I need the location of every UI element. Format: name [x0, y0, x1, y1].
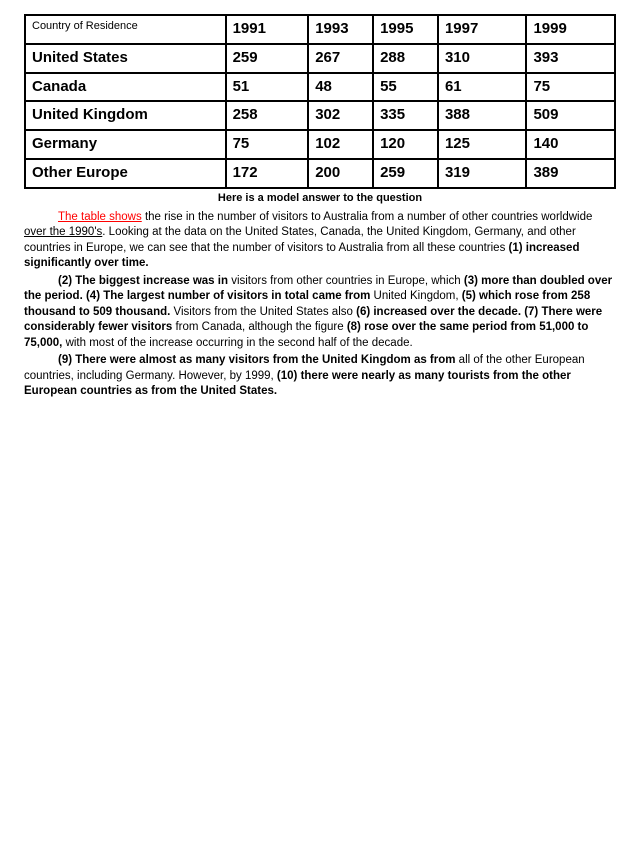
- cell: 75: [526, 73, 615, 102]
- table-row: United States 259 267 288 310 393: [25, 44, 615, 73]
- phrase: United Kingdom,: [370, 290, 461, 302]
- cell: 267: [308, 44, 373, 73]
- phrase: from Canada, although the figure: [172, 321, 347, 333]
- phrase: visitors from other countries in Europe,…: [228, 275, 464, 287]
- cell: 172: [226, 159, 309, 188]
- row-country: Germany: [25, 130, 226, 159]
- header-year: 1991: [226, 15, 309, 44]
- paragraph-2: (2) The biggest increase was in visitors…: [24, 274, 616, 352]
- cell: 388: [438, 101, 527, 130]
- paragraph-1: The table shows the rise in the number o…: [24, 210, 616, 272]
- cell: 302: [308, 101, 373, 130]
- header-year: 1995: [373, 15, 438, 44]
- table-body: United States 259 267 288 310 393 Canada…: [25, 44, 615, 188]
- cell: 393: [526, 44, 615, 73]
- table-row: Other Europe 172 200 259 319 389: [25, 159, 615, 188]
- cell: 335: [373, 101, 438, 130]
- phrase: Visitors from the United States also: [170, 306, 356, 318]
- cell: 102: [308, 130, 373, 159]
- cell: 120: [373, 130, 438, 159]
- row-country: Canada: [25, 73, 226, 102]
- phrase: the rise in the number of visitors to Au…: [142, 211, 593, 223]
- cell: 61: [438, 73, 527, 102]
- phrase: with most of the increase occurring in t…: [62, 337, 412, 349]
- header-country: Country of Residence: [25, 15, 226, 44]
- phrase: The table shows: [58, 211, 142, 223]
- paragraph-3: (9) There were almost as many visitors f…: [24, 353, 616, 400]
- cell: 310: [438, 44, 527, 73]
- cell: 259: [373, 159, 438, 188]
- phrase: over the 1990's: [24, 226, 102, 238]
- row-country: Other Europe: [25, 159, 226, 188]
- cell: 48: [308, 73, 373, 102]
- cell: 258: [226, 101, 309, 130]
- phrase: . Looking at the data on the United Stat…: [24, 226, 576, 254]
- header-year: 1999: [526, 15, 615, 44]
- cell: 259: [226, 44, 309, 73]
- table-header-row: Country of Residence 1991 1993 1995 1997…: [25, 15, 615, 44]
- cell: 75: [226, 130, 309, 159]
- table-row: Canada 51 48 55 61 75: [25, 73, 615, 102]
- caption-text: Here is a model answer to the question: [24, 192, 616, 204]
- header-year: 1993: [308, 15, 373, 44]
- page-container: Country of Residence 1991 1993 1995 1997…: [0, 0, 640, 400]
- cell: 140: [526, 130, 615, 159]
- cell: 55: [373, 73, 438, 102]
- header-year: 1997: [438, 15, 527, 44]
- phrase: (2) The biggest increase was in: [58, 275, 228, 287]
- cell: 509: [526, 101, 615, 130]
- table-row: United Kingdom 258 302 335 388 509: [25, 101, 615, 130]
- visitors-table: Country of Residence 1991 1993 1995 1997…: [24, 14, 616, 189]
- row-country: United States: [25, 44, 226, 73]
- cell: 319: [438, 159, 527, 188]
- cell: 288: [373, 44, 438, 73]
- table-row: Germany 75 102 120 125 140: [25, 130, 615, 159]
- cell: 51: [226, 73, 309, 102]
- phrase: (9) There were almost as many visitors f…: [58, 354, 455, 366]
- cell: 389: [526, 159, 615, 188]
- cell: 125: [438, 130, 527, 159]
- cell: 200: [308, 159, 373, 188]
- row-country: United Kingdom: [25, 101, 226, 130]
